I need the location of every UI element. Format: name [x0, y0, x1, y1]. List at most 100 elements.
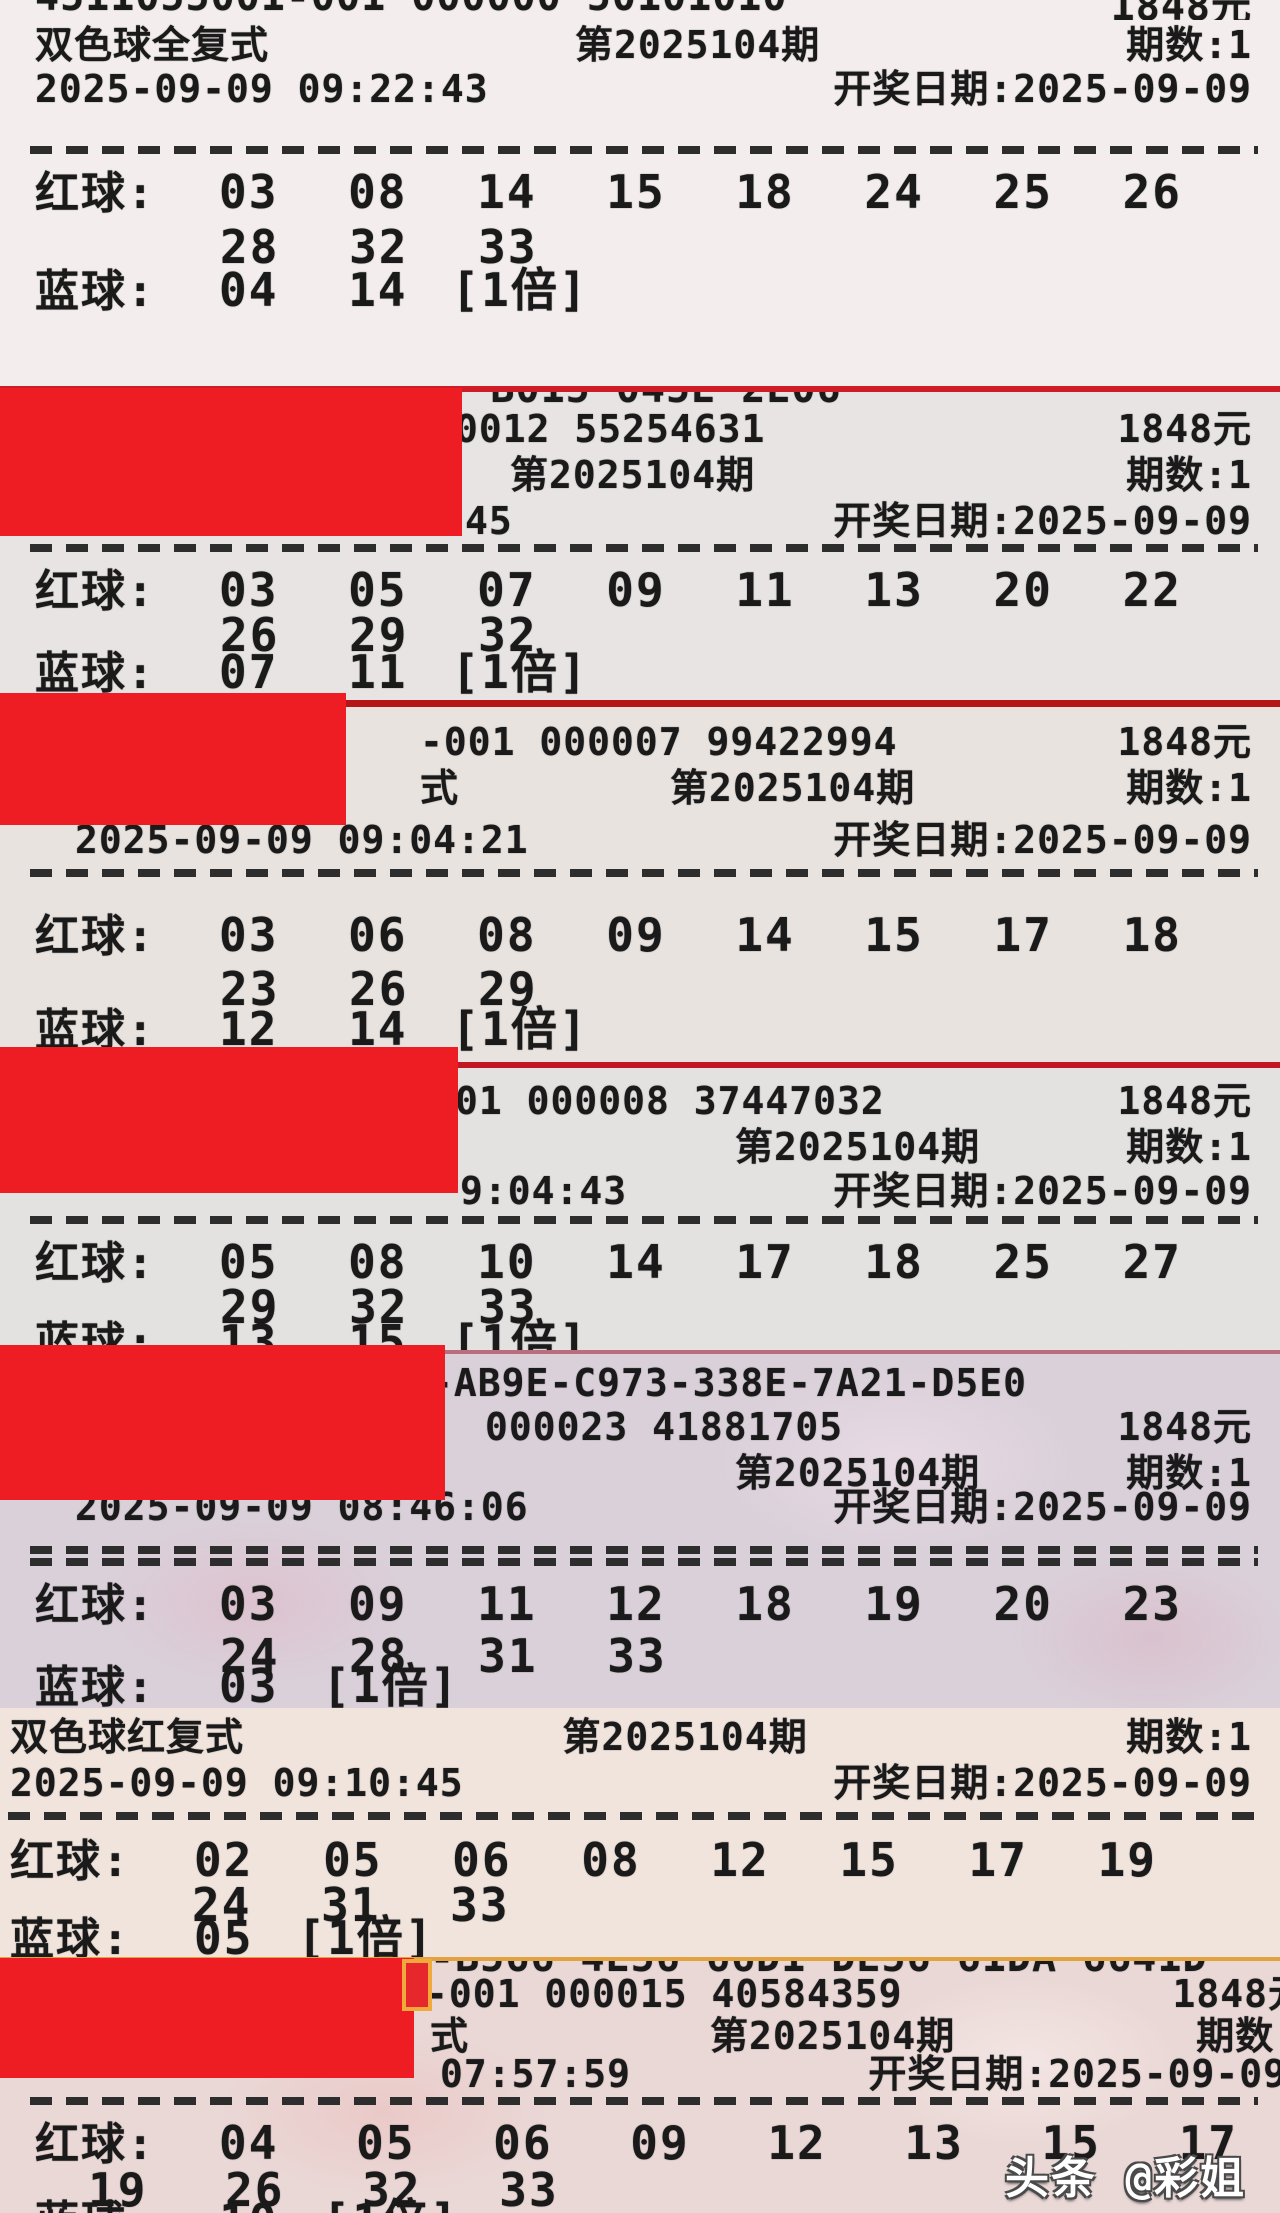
blue-ball-label: 蓝球: — [10, 1914, 131, 1957]
red-ball-numbers: 02 05 06 08 12 15 17 19 — [194, 1833, 1157, 1887]
draw-date: 开奖日期:2025-09-09 — [833, 1485, 1252, 1529]
period: 第2025104期 — [510, 453, 756, 497]
print-time: 2025-09-09 09:04:21 — [75, 818, 529, 862]
serial: -001 000007 99422994 — [420, 720, 898, 764]
period-line: 双色球红复式 第2025104期 期数:1 — [10, 1715, 1252, 1760]
period-line: 式 第2025104期 期数:1 — [35, 766, 1252, 811]
red-balls-line: 红球: 03 08 14 15 18 24 25 26 — [35, 168, 1182, 217]
print-time: 07:57:59 — [440, 2052, 632, 2096]
serial-partial: 4511055001-001 000000 50101010 — [35, 0, 787, 20]
date-line: 45 开奖日期:2025-09-09 — [35, 499, 1252, 544]
blue-ball-label: 蓝球: — [35, 648, 156, 699]
date-line: 2025-09-09 08:46:06 开奖日期:2025-09-09 — [35, 1485, 1252, 1530]
serial-line: 01 000008 37447032 1848元 — [35, 1079, 1252, 1124]
blue-ball-numbers: 13 15 — [219, 1315, 408, 1350]
redaction-box-ticket5 — [0, 1345, 445, 1500]
red-balls-line: 红球: 02 05 06 08 12 15 17 19 — [10, 1836, 1157, 1885]
blue-balls-line: 蓝球: 04 14 [1倍] — [35, 266, 589, 315]
amount: 1848元 — [1172, 1972, 1280, 2016]
partial-top-line: -B566 4E56 66D1 DE56 61DA 6641D — [35, 1961, 1252, 1981]
red-ball-label: 红球: — [35, 2119, 156, 2170]
period-line: 式 第2025104期 期数:1 — [35, 2014, 1280, 2059]
red-balls-continuation: 23 26 29 — [220, 962, 538, 1016]
period-line: 第2025104期 期数:1 — [35, 1451, 1252, 1496]
red-ball-numbers: 03 09 11 12 18 19 20 23 — [219, 1577, 1182, 1631]
ticket-type-partial: 式 — [430, 2014, 470, 2058]
dash-separator — [30, 869, 1258, 877]
ticket-type-partial: 式 — [420, 766, 460, 810]
serial: 01 000008 37447032 — [455, 1079, 885, 1123]
period: 第2025104期 — [735, 1451, 981, 1495]
amount: 1848元 — [1117, 1079, 1252, 1123]
period-count: 期数:1 — [1126, 1125, 1252, 1169]
multiplier: [1倍] — [322, 2194, 459, 2213]
red-balls-line: 红球: 03 09 11 12 18 19 20 23 — [35, 1580, 1182, 1629]
redaction-box-ticket2 — [0, 388, 462, 536]
blue-ball-numbers: 03 — [219, 1659, 279, 1708]
period: 第2025104期 — [575, 23, 821, 67]
red-ball-numbers: 03 06 08 09 14 15 17 18 — [219, 908, 1182, 962]
date-line: 9:04:43 开奖日期:2025-09-09 — [35, 1169, 1252, 1214]
serial: -001 000015 40584359 — [425, 1972, 903, 2016]
red-balls-line: 红球: 04 05 06 09 12 13 15 17 — [35, 2119, 1238, 2168]
watermark: 头条 @彩姐畅聊 — [1005, 2153, 1246, 2204]
date-line: 2025-09-09 09:22:43 开奖日期:2025-09-09 — [35, 67, 1252, 112]
period-count: 期数:1 — [1126, 1715, 1252, 1759]
serial-partial: -B566 4E56 66D1 DE56 61DA 6641D — [430, 1961, 1208, 1981]
print-time: 2025-09-09 09:10:45 — [10, 1761, 464, 1805]
ticket-type: 双色球全复式 — [35, 23, 270, 67]
period-line: 第2025104期 期数:1 — [35, 1125, 1252, 1170]
redaction-box-ticket7 — [0, 1958, 414, 2078]
blue-ball-numbers: 04 14 — [219, 263, 408, 317]
blue-balls-line: 蓝球: 07 11 [1倍] — [35, 648, 589, 697]
red-ball-label: 红球: — [35, 566, 156, 617]
amount: 1848元 — [1111, 0, 1252, 20]
blue-ball-numbers: 05 — [194, 1911, 254, 1957]
ticket-6: 双色球红复式 第2025104期 期数:1 2025-09-09 09:10:4… — [0, 1708, 1280, 1957]
partial-top-line: D500 B015 045E 2E06 — [35, 392, 1252, 412]
period: 第2025104期 — [562, 1715, 808, 1759]
red-balls-continuation: 28 32 33 — [220, 220, 538, 274]
blue-ball-label: 蓝球: — [35, 266, 156, 317]
red-ball-label: 红球: — [10, 1836, 131, 1887]
serial-line: 000023 41881705 1848元 — [35, 1405, 1252, 1450]
blue-ball-label: 蓝球: — [35, 1005, 156, 1056]
serial-line: -001 000007 99422994 1848元 — [35, 720, 1252, 765]
dash-separator — [30, 544, 1258, 552]
blue-balls-line: 蓝球:10 [1倍] — [35, 2197, 459, 2213]
serial-line: 0012 55254631 1848元 — [35, 407, 1252, 452]
dash-separator — [30, 1216, 1258, 1224]
period: 第2025104期 — [710, 2014, 956, 2058]
multiplier: [1倍] — [451, 263, 589, 317]
red-balls-line: 红球: 05 08 10 14 17 18 25 27 — [35, 1238, 1182, 1287]
multiplier: [1倍] — [451, 1315, 589, 1350]
blue-ball-label: 蓝球: — [35, 2199, 219, 2213]
partial-top-line: 4511055001-001 000000 50101010 1848元 — [35, 0, 1252, 20]
draw-date: 开奖日期:2025-09-09 — [833, 1169, 1252, 1213]
date-line: 2025-09-09 09:10:45 开奖日期:2025-09-09 — [10, 1761, 1252, 1806]
redaction-box-ticket3 — [0, 693, 346, 825]
serial: 000023 41881705 — [485, 1405, 844, 1449]
red-ball-label: 红球: — [35, 911, 156, 962]
dash-separator — [8, 1812, 1258, 1820]
date-line: 2025-09-09 09:04:21 开奖日期:2025-09-09 — [35, 818, 1252, 863]
draw-date: 开奖日期:2025-09-09 — [868, 2052, 1280, 2096]
ticket-1: 4511055001-001 000000 50101010 1848元 双色球… — [0, 0, 1280, 386]
multiplier: [1倍] — [322, 1659, 460, 1708]
print-time: 9:04:43 — [460, 1169, 628, 1213]
draw-date: 开奖日期:2025-09-09 — [833, 67, 1252, 111]
print-time: 45 — [465, 499, 513, 543]
period: 第2025104期 — [735, 1125, 981, 1169]
blue-ball-numbers: 07 11 — [219, 645, 408, 699]
period-count: 期数:1 — [1126, 23, 1252, 67]
ticket-type: 双色球红复式 — [10, 1715, 245, 1759]
red-balls-continuation: 19 26 32 33 — [88, 2163, 559, 2213]
period-count: 期数:1 — [1126, 766, 1252, 810]
multiplier: [1倍] — [451, 1002, 589, 1056]
serial-partial: D500 B015 045E 2E06 — [365, 392, 842, 412]
hex-serial-line: -AB9E-C973-338E-7A21-D5E0 — [35, 1361, 1252, 1406]
amount: 1848元 — [1117, 720, 1252, 764]
period-line: 第2025104期 期数:1 — [35, 453, 1252, 498]
dash-separator — [30, 146, 1258, 154]
